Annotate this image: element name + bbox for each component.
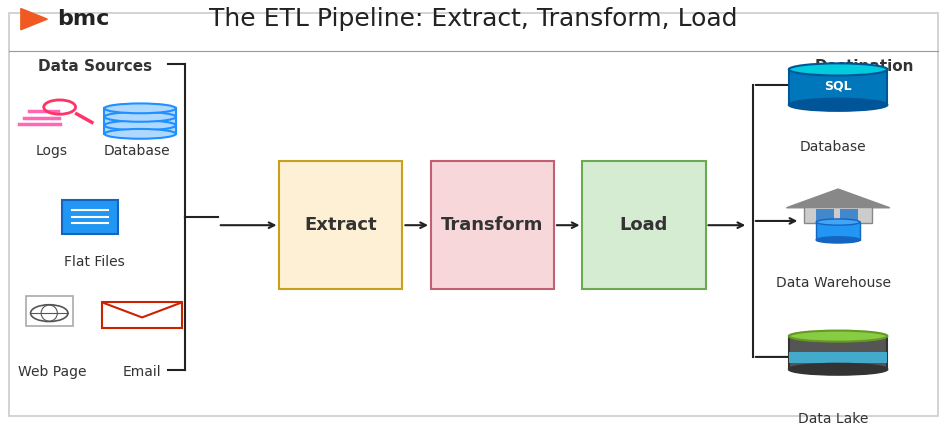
FancyBboxPatch shape bbox=[26, 296, 73, 326]
Text: Database: Database bbox=[800, 140, 867, 154]
Text: Extract: Extract bbox=[305, 216, 377, 234]
Text: Load: Load bbox=[619, 216, 669, 234]
Bar bbox=[789, 336, 887, 369]
FancyBboxPatch shape bbox=[582, 161, 706, 289]
Text: Data Warehouse: Data Warehouse bbox=[776, 276, 891, 290]
Ellipse shape bbox=[104, 129, 176, 139]
FancyBboxPatch shape bbox=[63, 200, 117, 234]
Text: bmc: bmc bbox=[57, 9, 109, 29]
Ellipse shape bbox=[789, 63, 887, 76]
Text: The ETL Pipeline: Extract, Transform, Load: The ETL Pipeline: Extract, Transform, Lo… bbox=[209, 7, 738, 31]
Bar bbox=[816, 209, 834, 222]
Text: Flat Files: Flat Files bbox=[64, 255, 125, 269]
Bar bbox=[804, 207, 872, 223]
Bar bbox=[840, 209, 858, 222]
Text: Data Sources: Data Sources bbox=[38, 60, 152, 75]
Ellipse shape bbox=[816, 219, 860, 225]
Bar bbox=[104, 117, 176, 125]
Text: Email: Email bbox=[123, 366, 161, 379]
Polygon shape bbox=[786, 189, 890, 208]
FancyBboxPatch shape bbox=[279, 161, 402, 289]
Text: SQL: SQL bbox=[824, 79, 852, 93]
Text: Data Lake: Data Lake bbox=[798, 412, 868, 426]
Ellipse shape bbox=[104, 112, 176, 122]
Polygon shape bbox=[21, 9, 47, 30]
Ellipse shape bbox=[104, 121, 176, 130]
Bar bbox=[816, 222, 860, 240]
Text: Web Page: Web Page bbox=[18, 366, 86, 379]
FancyBboxPatch shape bbox=[9, 13, 938, 417]
Circle shape bbox=[30, 305, 68, 321]
Text: Transform: Transform bbox=[441, 216, 544, 234]
FancyBboxPatch shape bbox=[102, 302, 182, 328]
Bar bbox=[789, 352, 887, 363]
Text: Logs: Logs bbox=[36, 145, 68, 158]
Text: Database: Database bbox=[104, 145, 170, 158]
FancyBboxPatch shape bbox=[431, 161, 554, 289]
Ellipse shape bbox=[816, 237, 860, 243]
Ellipse shape bbox=[104, 103, 176, 113]
Ellipse shape bbox=[789, 364, 887, 375]
Bar bbox=[104, 125, 176, 134]
Ellipse shape bbox=[789, 99, 887, 111]
Ellipse shape bbox=[789, 331, 887, 341]
Bar bbox=[789, 69, 887, 105]
Text: Destination: Destination bbox=[814, 60, 914, 75]
Bar bbox=[104, 109, 176, 117]
